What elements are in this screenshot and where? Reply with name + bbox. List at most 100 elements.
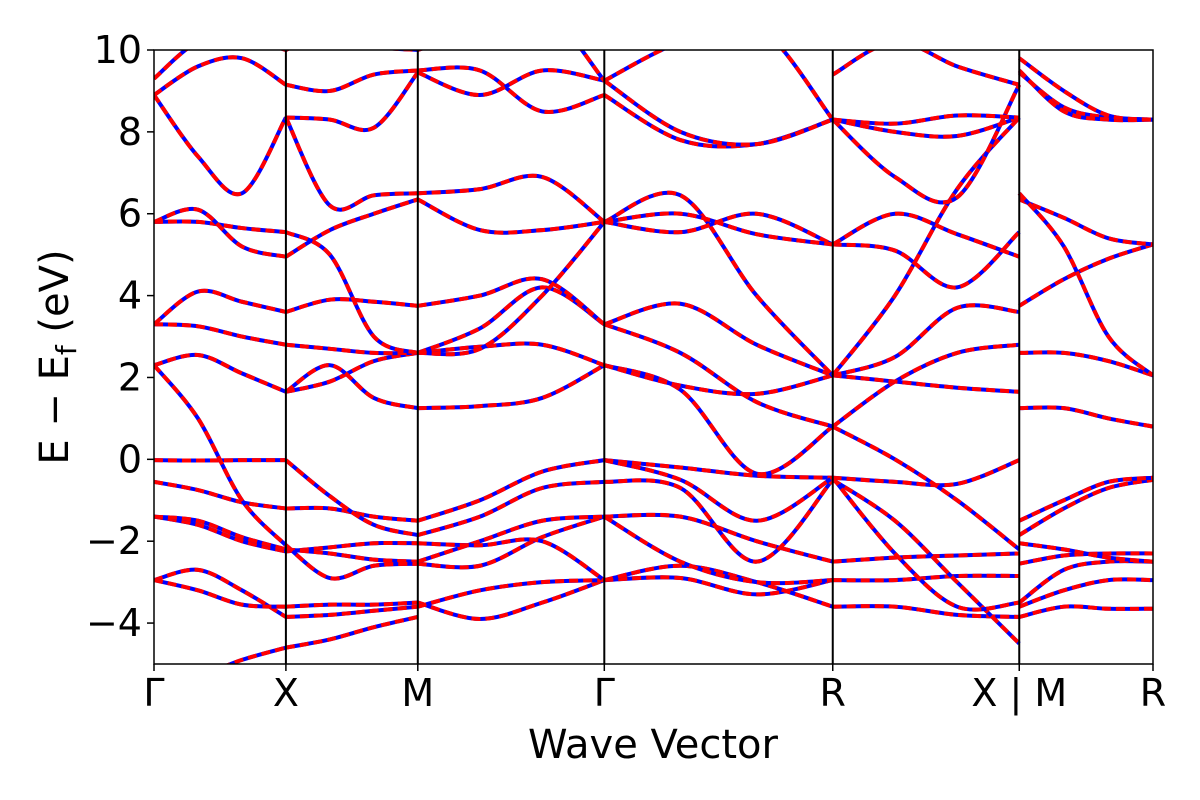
- band-line-red-dashed: [154, 567, 287, 619]
- y-ticks: −4 −2 0 2 4 6 8 10: [86, 28, 154, 645]
- band-line-red-dashed: [1018, 242, 1153, 308]
- band-line-red-dashed: [225, 645, 287, 664]
- band-line-blue: [831, 83, 1022, 205]
- band-line-red-dashed: [285, 50, 418, 52]
- band-line-red-dashed: [832, 551, 1020, 564]
- band-line-blue: [417, 458, 605, 523]
- band-line-red-dashed: [603, 190, 835, 377]
- band-line-red-dashed: [1018, 56, 1153, 122]
- x-tick-label: X | M: [971, 671, 1067, 716]
- band-line-blue: [417, 479, 605, 537]
- band-line-red-dashed: [285, 505, 418, 523]
- band-line-red-dashed: [603, 563, 834, 609]
- band-line-blue: [417, 514, 605, 564]
- band-line-red-dashed: [417, 65, 605, 114]
- y-tick-label: 0: [118, 437, 142, 481]
- band-line-blue: [1019, 350, 1153, 378]
- band-line-red-dashed: [154, 322, 287, 347]
- x-tick-label: R: [1140, 671, 1166, 715]
- band-line-red-dashed: [417, 363, 606, 411]
- band-line-blue: [604, 478, 835, 564]
- band-line-red-dashed: [1018, 475, 1153, 523]
- band-line-red-dashed: [831, 83, 1022, 205]
- band-line-red-dashed: [154, 219, 287, 235]
- band-line-red-dashed: [416, 197, 605, 235]
- band-line-red-dashed: [417, 68, 605, 98]
- band-line-red-dashed: [832, 373, 1020, 394]
- y-tick-label: 8: [118, 110, 142, 154]
- band-line-red-dashed: [832, 303, 1020, 378]
- band-line-red-dashed: [832, 458, 1020, 488]
- plot-frame: [153, 49, 1154, 665]
- band-line-red-dashed: [284, 116, 418, 212]
- band-line-red-dashed: [831, 211, 1020, 259]
- band-line-red-dashed: [417, 578, 605, 609]
- band-line-red-dashed: [417, 341, 605, 368]
- band-line-blue: [603, 93, 834, 149]
- band-line-red-dashed: [284, 197, 419, 259]
- band-line-red-dashed: [285, 614, 419, 650]
- band-line-red-dashed: [1019, 350, 1153, 378]
- band-line-red-dashed: [604, 575, 834, 597]
- band-line-red-dashed: [154, 93, 288, 197]
- band-line-red-dashed: [284, 458, 419, 538]
- y-tick-label: 10: [94, 28, 142, 72]
- band-line-red-dashed: [603, 363, 834, 397]
- band-line-red-dashed: [832, 115, 1020, 139]
- y-tick-label: −2: [86, 519, 142, 563]
- band-line-red-dashed: [604, 478, 835, 564]
- band-line-red-dashed: [417, 220, 606, 357]
- band-line-red-dashed: [831, 50, 1020, 87]
- band-line-red-dashed: [285, 547, 418, 564]
- band-line-red-dashed: [417, 458, 605, 523]
- band-line-red-dashed: [154, 514, 287, 552]
- band-line-red-dashed: [285, 350, 419, 394]
- band-line-red-dashed: [285, 342, 418, 356]
- band-line-red-dashed: [603, 301, 834, 378]
- band-line-red-dashed: [285, 68, 418, 94]
- y-tick-label: 4: [118, 274, 142, 318]
- band-line-red-dashed: [154, 479, 287, 511]
- band-line-red-dashed: [603, 363, 834, 477]
- band-line-blue: [831, 424, 1021, 551]
- x-tick-label: Γ: [594, 671, 615, 715]
- band-line-red-dashed: [1018, 577, 1153, 609]
- band-line-red-dashed: [154, 55, 287, 97]
- band-line-red-dashed: [1018, 541, 1153, 564]
- y-axis-label: E − Ef (eV): [32, 249, 83, 464]
- band-line-red-dashed: [831, 342, 1020, 429]
- y-tick-label: 2: [118, 355, 142, 399]
- band-line-red-dashed: [417, 514, 605, 570]
- band-line-red-dashed: [831, 476, 1020, 612]
- band-line-red-dashed: [604, 211, 834, 247]
- band-line-red-dashed: [1019, 405, 1153, 429]
- band-line-blue: [154, 567, 287, 619]
- x-tick-label: Γ: [143, 671, 164, 715]
- axes-frame: [153, 49, 1154, 665]
- band-line-red-dashed: [417, 173, 606, 224]
- kpoint-vertical-lines: [284, 50, 1021, 664]
- band-line-red-dashed: [603, 79, 834, 147]
- band-line-blue: [417, 578, 605, 609]
- y-axis-label-main: E − E: [32, 355, 78, 465]
- band-line-red-dashed: [832, 230, 1021, 290]
- band-line-red-dashed: [603, 458, 834, 523]
- band-line-red-dashed: [154, 352, 287, 394]
- band-line-blue: [1017, 191, 1153, 377]
- band-line-blue: [417, 363, 606, 411]
- band-line-red-dashed: [1018, 559, 1153, 605]
- band-line-red-dashed: [1018, 604, 1153, 619]
- band-line-red-dashed: [417, 578, 605, 621]
- band-line-red-dashed: [284, 543, 418, 581]
- band-line-blue: [603, 50, 835, 121]
- band-line-blue: [1018, 559, 1153, 605]
- band-line-blue: [1017, 70, 1153, 122]
- band-line-red-dashed: [604, 211, 834, 247]
- band-line-red-dashed: [154, 206, 287, 259]
- y-axis-label-subscript: f: [50, 344, 83, 355]
- band-line-blue: [154, 55, 287, 97]
- band-line-red-dashed: [285, 600, 418, 609]
- band-line-red-dashed: [1018, 477, 1153, 537]
- band-line-red-dashed: [417, 285, 606, 355]
- y-tick-label: 6: [118, 192, 142, 236]
